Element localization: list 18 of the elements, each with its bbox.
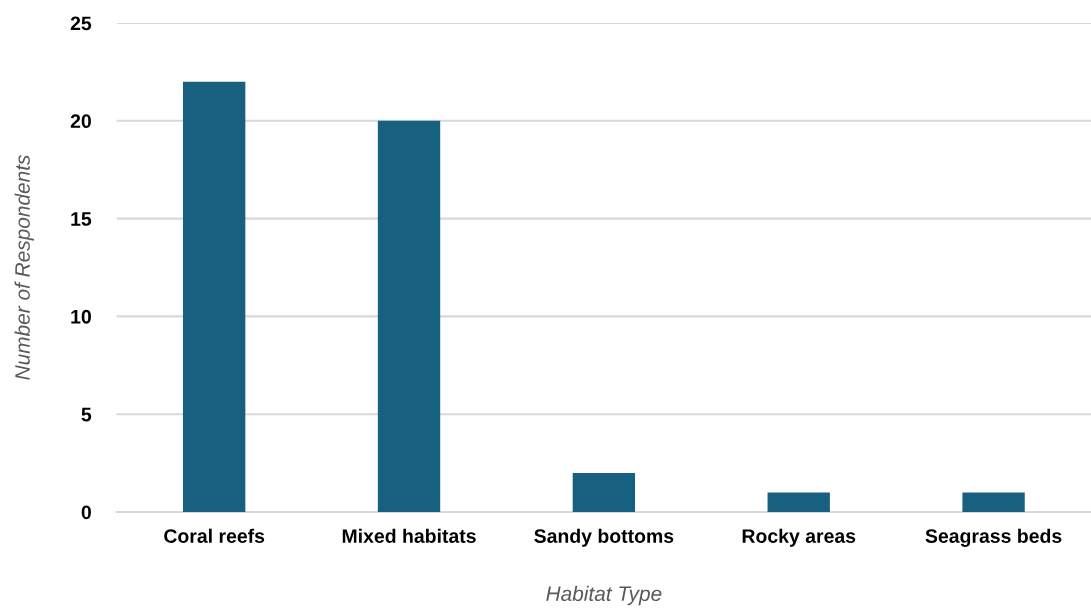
y-tick-label: 0 [81, 505, 91, 520]
y-axis-title: Number of Respondents [14, 155, 34, 380]
bar [572, 472, 636, 512]
x-tick-label: Coral reefs [164, 528, 265, 543]
x-tick-label: Mixed habitats [342, 528, 476, 543]
x-tick-label: Sandy bottoms [534, 528, 674, 547]
y-tick-label: 15 [71, 212, 92, 226]
bar [377, 120, 441, 512]
x-tick-label: Seagrass beds [925, 528, 1062, 547]
y-tick-label: 10 [71, 309, 91, 324]
y-tick-label: 25 [70, 16, 92, 31]
y-tick-label: 5 [81, 407, 92, 422]
y-tick-label: 20 [70, 114, 91, 129]
bar [962, 492, 1025, 512]
x-tick-label: Rocky areas [742, 528, 856, 547]
bar [767, 492, 830, 512]
bar [182, 81, 246, 512]
x-axis-title: Habitat Type [546, 585, 662, 606]
